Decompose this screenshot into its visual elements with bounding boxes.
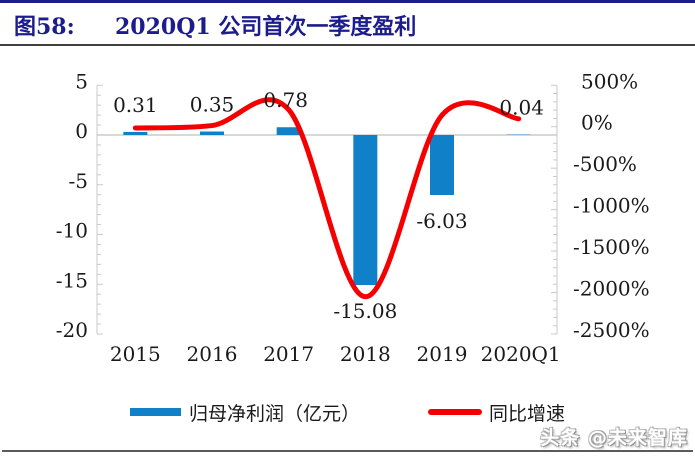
- x-axis-label-2020Q1: 2020Q1: [481, 342, 561, 366]
- x-axis-label-2015: 2015: [110, 342, 161, 366]
- x-axis-label-2019: 2019: [417, 342, 468, 366]
- figure-header: 图58: 2020Q1 公司首次一季度盈利: [0, 9, 695, 43]
- right-axis-tick-label: -2000%: [573, 277, 650, 301]
- bar-2017: [276, 127, 301, 135]
- right-axis-tick-label: -1000%: [573, 194, 650, 218]
- bar-data-labels: 0.31 0.35 0.78 -15.08 -6.03 0.04: [113, 88, 544, 323]
- right-axis-labels: 500% 0% -500% -1000% -1500% -2000% -2500%: [573, 69, 650, 342]
- data-label-2015: 0.31: [113, 93, 158, 117]
- right-axis-tick-label: 500%: [581, 69, 638, 93]
- right-axis-tick-label: -500%: [573, 152, 637, 176]
- bar-2018: [353, 135, 378, 286]
- data-label-2020Q1: 0.04: [499, 96, 544, 120]
- legend-item-net-profit: 归母净利润（亿元）: [129, 399, 360, 426]
- line-series-label: 同比增速: [489, 402, 566, 425]
- bar-2015: [123, 131, 148, 135]
- axes: [96, 84, 558, 335]
- bar-2019: [430, 135, 454, 195]
- left-axis-tick-label: 5: [75, 69, 88, 93]
- bar-series-swatch-icon: [129, 408, 181, 416]
- data-label-2019: -6.03: [416, 209, 467, 233]
- net-profit-bars: [123, 127, 531, 286]
- line-series-swatch-icon: [428, 409, 482, 415]
- x-axis-labels: 2015 2016 2017 2018 2019 2020Q1: [110, 342, 561, 366]
- left-axis-tick-label: -5: [69, 169, 88, 193]
- figure-label: 图58:: [14, 14, 75, 40]
- bar-2016: [200, 131, 224, 135]
- data-label-2017: 0.78: [263, 88, 308, 112]
- right-axis-tick-label: -1500%: [573, 235, 650, 259]
- right-axis-tick-label: -2500%: [573, 318, 650, 342]
- header-rule: [0, 44, 695, 46]
- figure-title: 2020Q1 公司首次一季度盈利: [115, 14, 417, 40]
- yoy-growth-line: [132, 97, 522, 300]
- x-axis-label-2016: 2016: [187, 342, 238, 366]
- top-border: [0, 0, 695, 3]
- right-axis-tick-label: 0%: [581, 111, 613, 135]
- watermark: 头条 @未来智库: [540, 427, 688, 449]
- left-axis-tick-label: -20: [56, 318, 88, 342]
- bar-series-label: 归母净利润（亿元）: [188, 402, 360, 425]
- legend-item-yoy-growth: 同比增速: [428, 399, 565, 426]
- chart-legend: 归母净利润（亿元） 同比增速: [0, 399, 695, 425]
- x-axis-label-2017: 2017: [263, 342, 314, 366]
- left-axis-tick-label: -10: [56, 219, 88, 243]
- x-axis-label-2018: 2018: [340, 342, 391, 366]
- data-label-2018: -15.08: [333, 299, 397, 323]
- left-axis-tick-label: -15: [56, 268, 88, 292]
- left-axis-tick-label: 0: [75, 119, 88, 143]
- left-axis-labels: 5 0 -5 -10 -15 -20: [56, 69, 88, 342]
- bottom-border: [2, 450, 693, 452]
- data-label-2016: 0.35: [190, 93, 235, 117]
